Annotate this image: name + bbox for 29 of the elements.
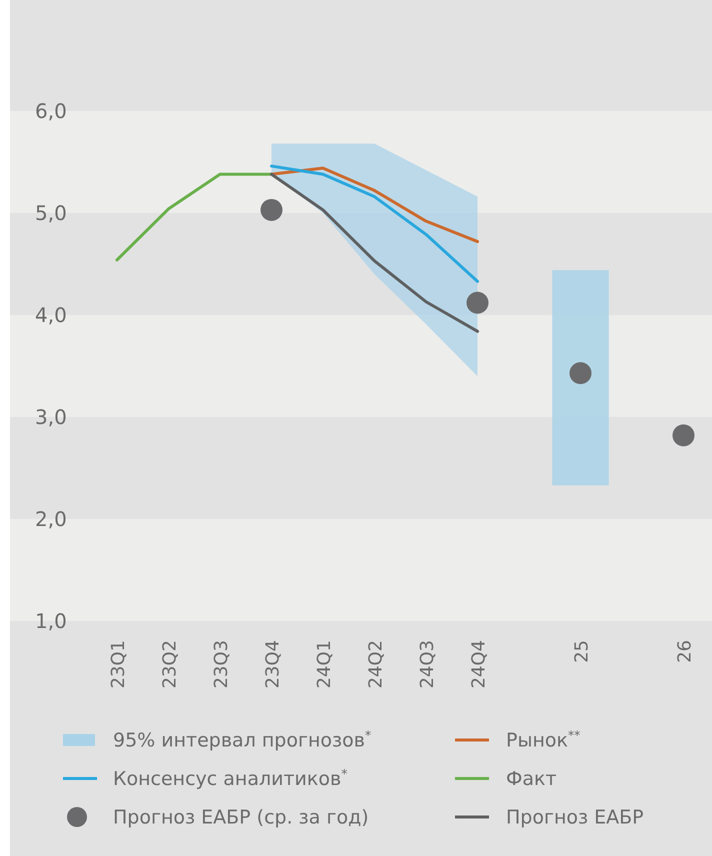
line-series bbox=[270, 164, 479, 283]
point bbox=[260, 198, 282, 221]
x-tick-label: 24Q4 bbox=[468, 640, 490, 689]
x-tick-label: 24Q2 bbox=[366, 640, 386, 689]
legend-label: Факт bbox=[506, 768, 557, 790]
y-tick-label: 2,0 bbox=[35, 507, 67, 531]
line-series bbox=[270, 172, 479, 333]
x-tick-label: 23Q2 bbox=[160, 640, 180, 689]
legend-label: Прогноз ЕАБР (ср. за год) bbox=[113, 806, 369, 829]
y-tick-label: 5,0 bbox=[35, 201, 67, 225]
line-series bbox=[270, 166, 479, 244]
legend-label: Рынок$^{**}$ bbox=[506, 728, 580, 752]
legend-label: Консенсус аналитиков$^{*}$ bbox=[113, 767, 348, 790]
point bbox=[672, 424, 694, 446]
x-tick-label: 26 bbox=[674, 640, 696, 663]
x-tick-label: 24Q1 bbox=[314, 640, 335, 689]
y-tick-label: 3,0 bbox=[35, 405, 67, 429]
x-tick-label: 25 bbox=[572, 640, 592, 663]
x-tick-label: 23Q3 bbox=[211, 640, 232, 689]
x-tick-label: 23Q4 bbox=[262, 640, 284, 689]
point bbox=[466, 292, 488, 314]
point bbox=[570, 362, 592, 384]
y-tick-label: 4,0 bbox=[35, 303, 67, 327]
x-tick-label: 24Q3 bbox=[417, 640, 438, 689]
legend-label: 95% интервал прогнозов$^{*}$ bbox=[113, 728, 372, 752]
y-tick-label: 1,0 bbox=[35, 609, 67, 633]
y-tick-label: 6,0 bbox=[35, 99, 67, 123]
legend-label: Прогноз ЕАБР bbox=[506, 806, 644, 829]
x-tick-label: 23Q1 bbox=[108, 640, 129, 689]
